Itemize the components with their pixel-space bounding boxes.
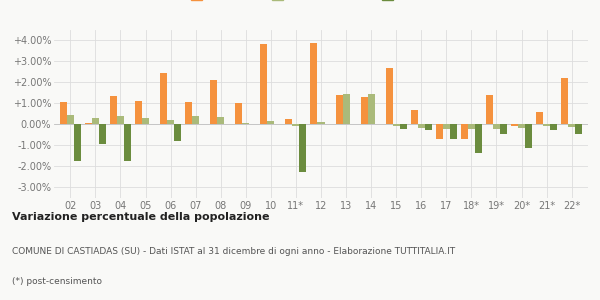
Bar (210, 80, 217, 124)
Bar (475, 124, 482, 153)
Bar (575, 124, 582, 134)
Bar (518, 124, 525, 128)
Bar (461, 124, 468, 139)
Bar (124, 124, 131, 161)
Bar (217, 117, 224, 124)
Bar (292, 124, 299, 125)
Bar (418, 124, 425, 128)
Bar (400, 124, 407, 129)
Bar (67, 115, 74, 124)
Bar (450, 124, 457, 139)
Bar (85, 123, 92, 124)
Bar (317, 122, 325, 124)
Bar (550, 124, 557, 130)
Bar (361, 97, 368, 124)
Bar (117, 116, 124, 124)
Bar (268, 121, 274, 124)
Bar (486, 95, 493, 124)
Bar (110, 96, 117, 124)
Bar (443, 124, 450, 129)
Bar (493, 124, 500, 129)
Bar (568, 124, 575, 127)
Bar (92, 118, 99, 124)
Bar (299, 124, 307, 172)
Bar (60, 102, 67, 124)
Bar (536, 112, 543, 124)
Bar (310, 43, 317, 124)
Bar (368, 94, 374, 124)
Legend: Castiadas, Provincia di SU, Sardegna: Castiadas, Provincia di SU, Sardegna (187, 0, 455, 5)
Text: Variazione percentuale della popolazione: Variazione percentuale della popolazione (12, 212, 269, 221)
Bar (192, 116, 199, 124)
Bar (393, 124, 400, 125)
Bar (185, 102, 192, 124)
Text: (*) post-censimento: (*) post-censimento (12, 278, 102, 286)
Bar (500, 124, 507, 134)
Bar (99, 124, 106, 144)
Bar (235, 103, 242, 124)
Bar (260, 44, 268, 124)
Bar (74, 124, 81, 161)
Bar (167, 120, 174, 124)
Bar (343, 94, 350, 124)
Bar (386, 68, 393, 124)
Bar (543, 124, 550, 126)
Bar (135, 101, 142, 124)
Bar (436, 124, 443, 139)
Bar (468, 124, 475, 129)
Bar (525, 124, 532, 148)
Bar (142, 118, 149, 124)
Bar (561, 78, 568, 124)
Bar (425, 124, 432, 130)
Bar (242, 123, 249, 124)
Bar (160, 73, 167, 124)
Bar (286, 119, 292, 124)
Bar (335, 95, 343, 124)
Bar (511, 124, 518, 125)
Bar (174, 124, 181, 141)
Text: COMUNE DI CASTIADAS (SU) - Dati ISTAT al 31 dicembre di ogni anno - Elaborazione: COMUNE DI CASTIADAS (SU) - Dati ISTAT al… (12, 248, 455, 256)
Bar (411, 110, 418, 124)
